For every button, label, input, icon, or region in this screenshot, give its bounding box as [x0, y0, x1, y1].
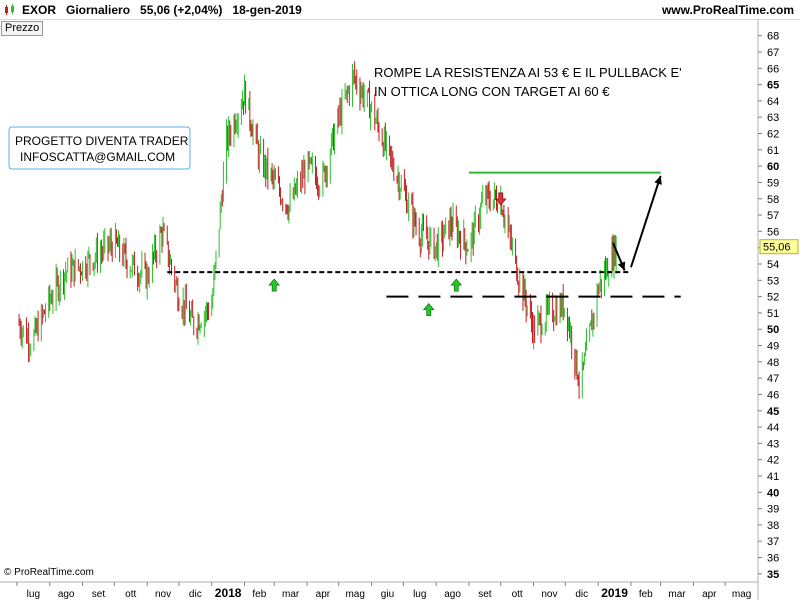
- price-bars: [18, 61, 617, 399]
- x-tick-label: mar: [668, 589, 686, 600]
- y-tick-label: 61: [767, 145, 779, 157]
- y-tick-label: 48: [767, 357, 779, 369]
- arrow-shaft: [630, 175, 662, 268]
- y-tick-label: 59: [767, 177, 779, 189]
- chart-header: EXOR Giornaliero 55,06 (+2,04%) 18-gen-2…: [0, 0, 800, 20]
- last-price-label: 55,06: [763, 242, 791, 254]
- buy-signal-arrow: [268, 278, 281, 292]
- x-tick-label: dic: [189, 589, 202, 600]
- site-link[interactable]: www.ProRealTime.com: [661, 3, 794, 17]
- x-tick-label: giu: [381, 589, 394, 600]
- y-tick-label: 47: [767, 373, 779, 385]
- y-tick-label: 46: [767, 389, 779, 401]
- level-lines: [167, 171, 681, 298]
- y-tick-label: 45: [767, 406, 779, 418]
- y-tick-label: 58: [767, 194, 779, 206]
- note-box: [8, 126, 191, 170]
- y-tick-label: 50: [767, 324, 779, 336]
- y-tick-label: 51: [767, 308, 779, 320]
- y-tick-label: 36: [767, 553, 779, 565]
- y-tick-label: 66: [767, 63, 779, 75]
- x-tick-label: feb: [252, 589, 266, 600]
- x-tick-label: 2019: [601, 586, 628, 600]
- x-tick-label: dic: [575, 589, 588, 600]
- instrument-title: EXOR Giornaliero 55,06 (+2,04%) 18-gen-2…: [22, 3, 302, 17]
- y-tick-label: 42: [767, 455, 779, 467]
- x-tick-label: lug: [27, 589, 40, 600]
- x-tick-label: mag: [345, 589, 364, 600]
- y-tick-label: 64: [767, 96, 779, 108]
- y-tick-label: 52: [767, 292, 779, 304]
- sell-signal-arrow: [494, 192, 507, 206]
- x-tick-label: set: [478, 589, 492, 600]
- x-tick-label: 2018: [215, 586, 242, 600]
- y-tick-label: 41: [767, 471, 779, 483]
- annotation-arrows: [612, 175, 662, 271]
- buy-signal-arrow: [450, 278, 463, 292]
- y-tick-label: 40: [767, 487, 779, 499]
- x-tick-label: ago: [444, 589, 461, 600]
- y-tick-label: 56: [767, 226, 779, 238]
- x-tick-label: feb: [639, 589, 653, 600]
- y-tick-label: 38: [767, 520, 779, 532]
- last-price-tag: [759, 239, 799, 255]
- signal-markers: [268, 192, 507, 317]
- y-tick-label: 43: [767, 438, 779, 450]
- annotation-text: ROMPE LA RESISTENZA AI 53 € E IL PULLBAC…: [374, 65, 682, 99]
- y-tick-label: 65: [767, 80, 779, 92]
- x-tick-label: ott: [125, 589, 136, 600]
- x-tick-label: lug: [413, 589, 426, 600]
- y-tick-label: 68: [767, 31, 779, 43]
- x-tick-label: mag: [732, 589, 751, 600]
- x-tick-label: set: [92, 589, 106, 600]
- y-tick-label: 35: [767, 569, 779, 581]
- annotation-line: ROMPE LA RESISTENZA AI 53 € E IL PULLBAC…: [374, 65, 682, 80]
- x-tick-label: nov: [541, 589, 557, 600]
- y-tick-label: 67: [767, 47, 779, 59]
- annotation-box: PROGETTO DIVENTA TRADER INFOSCATTA@GMAIL.…: [8, 126, 191, 170]
- annotation-line: IN OTTICA LONG CON TARGET AI 60 €: [374, 84, 610, 99]
- y-tick-label: 49: [767, 341, 779, 353]
- y-tick-label: 39: [767, 504, 779, 516]
- source-credit: © ProRealTime.com: [4, 567, 94, 578]
- x-tick-label: ott: [512, 589, 523, 600]
- y-tick-label: 62: [767, 129, 779, 141]
- note-line: PROGETTO DIVENTA TRADER: [15, 134, 189, 148]
- arrow-head: [654, 175, 662, 185]
- y-tick-label: 54: [767, 259, 779, 271]
- y-axis-ticks: 35 36 37 38 39 40 41 42 43 44 45 46 47 48 49 50 51 52 53 54…: [758, 31, 779, 581]
- y-tick-label: 37: [767, 536, 779, 548]
- x-tick-label: apr: [316, 589, 331, 600]
- buy-signal-arrow: [422, 302, 435, 317]
- x-tick-label: mar: [282, 589, 300, 600]
- x-axis-labels: lug ago set ott nov dic 2018 feb mar apr mag giu lug…: [16, 582, 751, 600]
- arrow-head: [617, 261, 626, 271]
- x-tick-label: apr: [702, 589, 717, 600]
- candlestick-icon: [5, 4, 14, 15]
- panel-label-prezzo[interactable]: Prezzo: [1, 21, 44, 36]
- x-tick-label: nov: [155, 589, 171, 600]
- y-tick-label: 44: [767, 422, 779, 434]
- x-tick-label: ago: [58, 589, 75, 600]
- note-line: INFOSCATTA@GMAIL.COM: [20, 150, 175, 164]
- y-tick-label: 60: [767, 161, 779, 173]
- y-tick-label: 57: [767, 210, 779, 222]
- y-tick-label: 63: [767, 112, 779, 124]
- y-tick-label: 53: [767, 275, 779, 287]
